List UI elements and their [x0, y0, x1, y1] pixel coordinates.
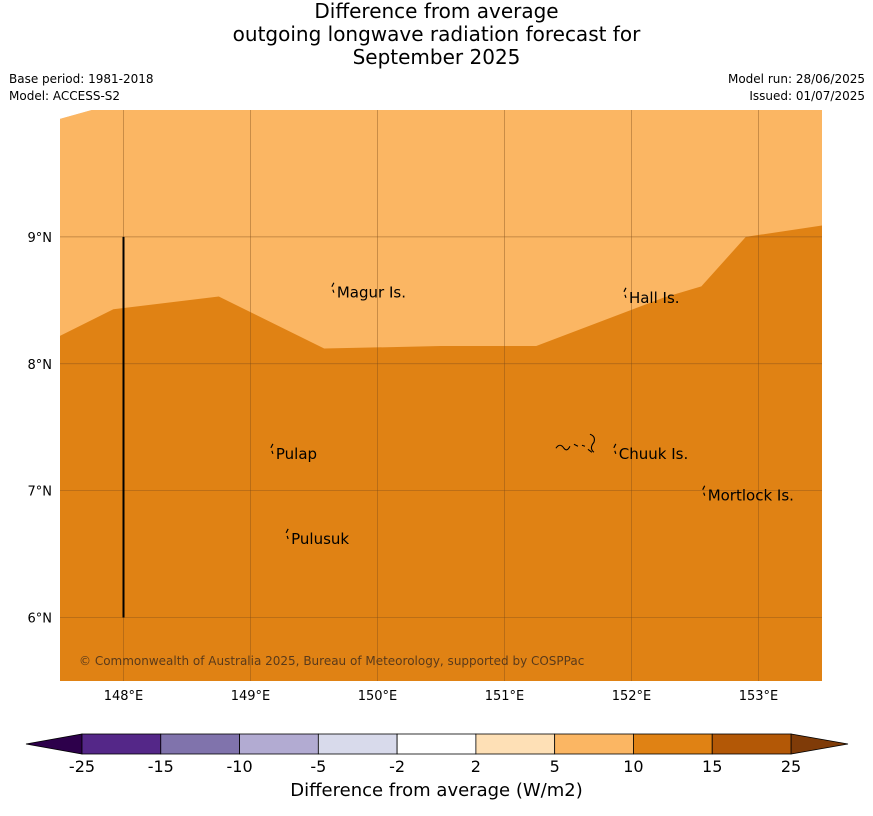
meta-left: Base period: 1981-2018 Model: ACCESS-S2	[9, 71, 154, 105]
place-label: Chuuk Is.	[619, 445, 688, 463]
place-label: Pulap	[276, 445, 317, 463]
chuuk-islands-outline	[555, 433, 595, 453]
model-text: Model: ACCESS-S2	[9, 89, 121, 103]
lat-tick-label: 8°N	[28, 358, 53, 373]
title-line-2: outgoing longwave radiation forecast for	[232, 22, 641, 46]
island-outline	[613, 443, 617, 455]
issued-text: Issued: 01/07/2025	[749, 89, 865, 103]
colorbar-level-label: -2	[389, 757, 405, 776]
place-label: Pulusuk	[291, 530, 349, 548]
place-label: Hall Is.	[629, 289, 680, 307]
lat-tick-label: 9°N	[28, 231, 53, 246]
island-outline	[331, 282, 335, 293]
colorbar-segment	[475, 733, 556, 755]
meta-right: Model run: 28/06/2025 Issued: 01/07/2025	[728, 71, 865, 105]
title-line-3: September 2025	[352, 45, 521, 69]
colorbar-level-label: 15	[702, 757, 722, 776]
colorbar-segment	[239, 733, 319, 755]
chart-title: Difference from average outgoing longwav…	[0, 0, 873, 69]
lon-tick-label: 152°E	[612, 689, 652, 704]
colorbar-segment	[711, 733, 792, 755]
lon-tick-label: 153°E	[739, 689, 779, 704]
island-outline	[270, 443, 274, 455]
base-period-text: Base period: 1981-2018	[9, 72, 154, 86]
place-label: Mortlock Is.	[708, 487, 794, 505]
island-outline	[285, 528, 289, 540]
colorbar-under-arrow	[25, 733, 83, 755]
lon-tick-label: 149°E	[231, 689, 271, 704]
colorbar-level-label: -10	[226, 757, 252, 776]
lon-tick-label: 148°E	[104, 689, 144, 704]
colorbar-segment	[160, 733, 240, 755]
title-line-1: Difference from average	[314, 0, 559, 23]
place-label: Magur Is.	[337, 284, 406, 302]
island-outline	[702, 485, 706, 496]
lat-tick-label: 6°N	[28, 612, 53, 627]
copyright-text: © Commonwealth of Australia 2025, Bureau…	[79, 654, 584, 668]
colorbar-segment	[81, 733, 162, 755]
colorbar-segment	[396, 733, 477, 755]
colorbar-level-label: 2	[471, 757, 481, 776]
colorbar-title: Difference from average (W/m2)	[290, 780, 583, 801]
lon-tick-label: 151°E	[485, 689, 525, 704]
model-run-text: Model run: 28/06/2025	[727, 72, 865, 86]
colorbar-level-label: -15	[148, 757, 174, 776]
colorbar-level-label: 5	[550, 757, 560, 776]
colorbar-level-label: 10	[623, 757, 643, 776]
colorbar-level-label: -25	[69, 757, 95, 776]
no-data-corner	[60, 110, 92, 119]
colorbar-level-label: -5	[310, 757, 326, 776]
colorbar-segment	[633, 733, 713, 755]
colorbar-level-label: 25	[781, 757, 801, 776]
colorbar-over-arrow	[790, 733, 849, 755]
island-outline	[623, 287, 627, 298]
colorbar-segment	[554, 733, 634, 755]
lat-tick-label: 7°N	[28, 485, 53, 500]
colorbar-segment	[317, 733, 398, 755]
lon-tick-label: 150°E	[358, 689, 398, 704]
